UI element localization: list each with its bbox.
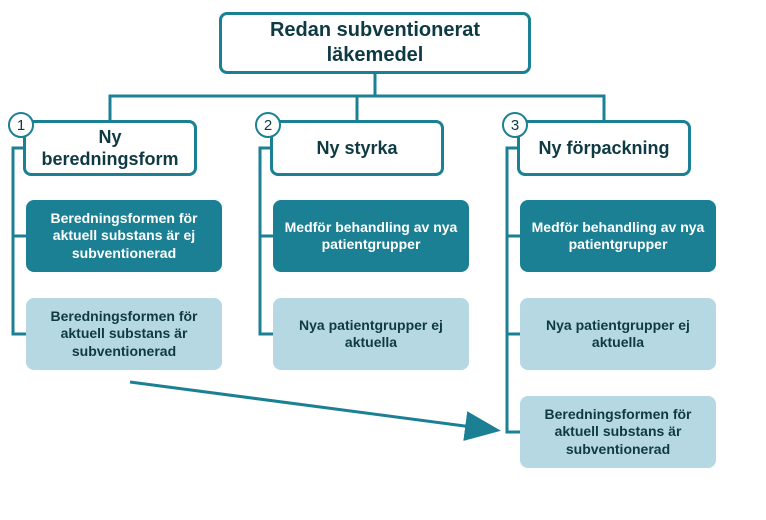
branch-badge-1: 1 (8, 112, 34, 138)
leaf-node-2-1: Medför behandling av nya patientgrupper (273, 200, 469, 272)
branch-node-1: Ny beredningsform (23, 120, 197, 176)
leaf-node-3-3: Beredningsformen för aktuell substans är… (520, 396, 716, 468)
leaf-node-3-1: Medför behandling av nya patientgrupper (520, 200, 716, 272)
leaf-node-1-2: Beredningsformen för aktuell substans är… (26, 298, 222, 370)
branch-node-3: Ny förpackning (517, 120, 691, 176)
branch-badge-2: 2 (255, 112, 281, 138)
branch-node-2: Ny styrka (270, 120, 444, 176)
leaf-node-2-2: Nya patientgrupper ej aktuella (273, 298, 469, 370)
branch-badge-3: 3 (502, 112, 528, 138)
leaf-node-3-2: Nya patientgrupper ej aktuella (520, 298, 716, 370)
leaf-node-1-1: Beredningsformen för aktuell substans är… (26, 200, 222, 272)
root-node: Redan subventionerat läkemedel (219, 12, 531, 74)
